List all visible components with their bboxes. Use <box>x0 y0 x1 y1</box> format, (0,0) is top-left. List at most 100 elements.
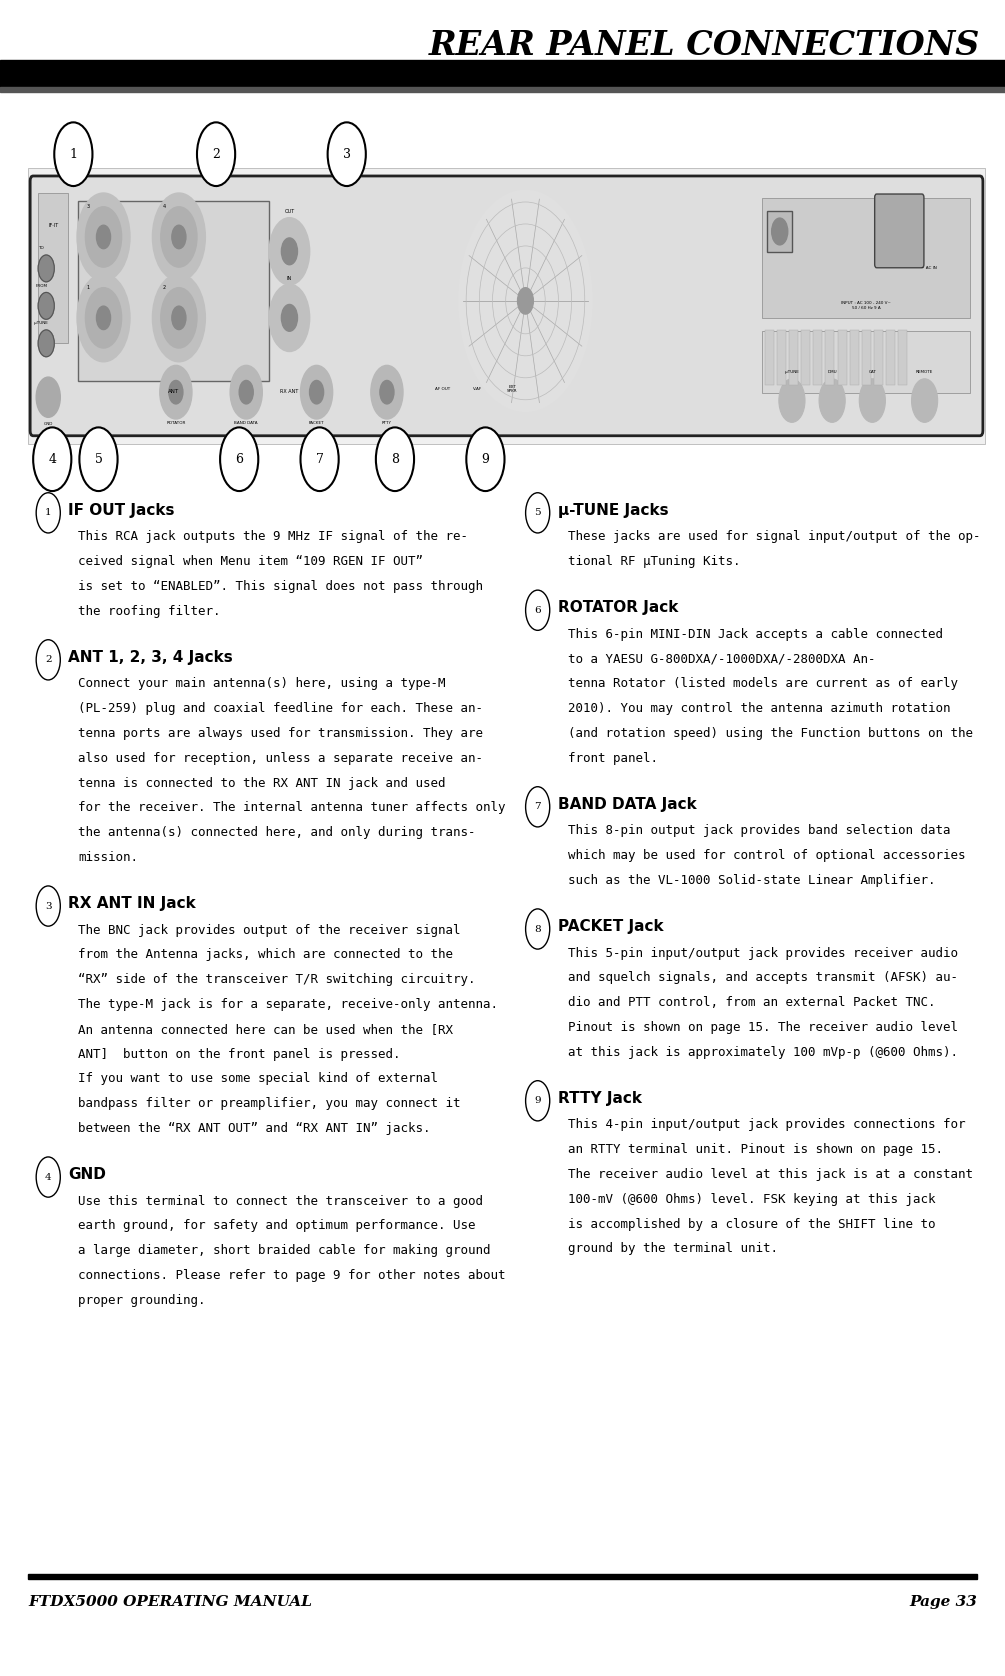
Circle shape <box>38 255 54 282</box>
Circle shape <box>160 365 192 419</box>
Text: BAND DATA: BAND DATA <box>234 421 258 424</box>
Text: TO: TO <box>38 246 44 250</box>
Text: If you want to use some special kind of external: If you want to use some special kind of … <box>78 1073 438 1086</box>
Text: 2010). You may control the antenna azimuth rotation: 2010). You may control the antenna azimu… <box>568 702 951 716</box>
Text: front panel.: front panel. <box>568 753 658 764</box>
Bar <box>28 168 985 444</box>
Circle shape <box>230 365 262 419</box>
Bar <box>765 330 774 385</box>
Bar <box>0 60 1005 87</box>
Text: 3: 3 <box>86 204 90 210</box>
Text: ANT: ANT <box>168 389 180 394</box>
Text: ANT]  button on the front panel is pressed.: ANT] button on the front panel is presse… <box>78 1048 401 1061</box>
Circle shape <box>269 218 310 285</box>
Text: the antenna(s) connected here, and only during trans-: the antenna(s) connected here, and only … <box>78 826 476 840</box>
Bar <box>762 330 971 394</box>
Text: This 5-pin input/output jack provides receiver audio: This 5-pin input/output jack provides re… <box>568 947 958 960</box>
Text: tenna is connected to the RX ANT IN jack and used: tenna is connected to the RX ANT IN jack… <box>78 776 446 789</box>
Text: for the receiver. The internal antenna tuner affects only: for the receiver. The internal antenna t… <box>78 801 506 815</box>
Text: 2: 2 <box>212 147 220 161</box>
Text: GND: GND <box>68 1166 107 1182</box>
Circle shape <box>912 379 938 422</box>
Text: the roofing filter.: the roofing filter. <box>78 605 221 618</box>
Text: bandpass filter or preamplifier, you may connect it: bandpass filter or preamplifier, you may… <box>78 1098 461 1110</box>
Text: PACKET Jack: PACKET Jack <box>558 918 663 934</box>
Circle shape <box>859 379 885 422</box>
Text: This RCA jack outputs the 9 MHz IF signal of the re-: This RCA jack outputs the 9 MHz IF signa… <box>78 531 468 543</box>
Text: is accomplished by a closure of the SHIFT line to: is accomplished by a closure of the SHIF… <box>568 1217 936 1230</box>
Circle shape <box>36 1156 60 1197</box>
Circle shape <box>239 380 253 404</box>
Text: 5: 5 <box>94 453 103 466</box>
Text: μ-TUNE Jacks: μ-TUNE Jacks <box>558 503 668 518</box>
Circle shape <box>197 122 235 186</box>
Bar <box>777 330 786 385</box>
Bar <box>762 198 971 318</box>
Circle shape <box>172 225 186 248</box>
Circle shape <box>153 193 205 280</box>
Text: also used for reception, unless a separate receive an-: also used for reception, unless a separa… <box>78 753 483 764</box>
Circle shape <box>33 427 71 491</box>
Text: ANT 1, 2, 3, 4 Jacks: ANT 1, 2, 3, 4 Jacks <box>68 650 233 665</box>
Text: ground by the terminal unit.: ground by the terminal unit. <box>568 1242 778 1255</box>
Circle shape <box>526 590 550 630</box>
Circle shape <box>36 640 60 680</box>
Text: EXT
SPKR: EXT SPKR <box>508 384 518 394</box>
Circle shape <box>328 122 366 186</box>
Circle shape <box>77 275 130 362</box>
Text: earth ground, for safety and optimum performance. Use: earth ground, for safety and optimum per… <box>78 1220 476 1232</box>
Circle shape <box>269 285 310 352</box>
Text: V-AF: V-AF <box>472 387 482 391</box>
Text: which may be used for control of optional accessories: which may be used for control of optiona… <box>568 850 966 861</box>
Circle shape <box>518 288 534 313</box>
Circle shape <box>169 380 183 404</box>
Text: RTTY: RTTY <box>382 421 392 424</box>
Circle shape <box>38 293 54 318</box>
Circle shape <box>779 379 805 422</box>
Text: tional RF μTuning Kits.: tional RF μTuning Kits. <box>568 555 741 568</box>
Bar <box>813 330 822 385</box>
Circle shape <box>526 493 550 533</box>
Text: 100-mV (@600 Ohms) level. FSK keying at this jack: 100-mV (@600 Ohms) level. FSK keying at … <box>568 1193 936 1205</box>
Text: 4: 4 <box>48 453 56 466</box>
Text: 3: 3 <box>343 147 351 161</box>
Text: from the Antenna jacks, which are connected to the: from the Antenna jacks, which are connec… <box>78 949 453 962</box>
Circle shape <box>161 288 197 349</box>
Text: connections. Please refer to page 9 for other notes about: connections. Please refer to page 9 for … <box>78 1269 506 1282</box>
Text: An antenna connected here can be used when the [RX: An antenna connected here can be used wh… <box>78 1022 453 1036</box>
Text: an RTTY terminal unit. Pinout is shown on page 15.: an RTTY terminal unit. Pinout is shown o… <box>568 1143 943 1156</box>
Bar <box>0 87 1005 92</box>
Text: 4: 4 <box>45 1173 51 1182</box>
Bar <box>837 330 846 385</box>
Bar <box>78 201 269 380</box>
Text: The receiver audio level at this jack is at a constant: The receiver audio level at this jack is… <box>568 1168 973 1182</box>
FancyBboxPatch shape <box>874 194 924 268</box>
Circle shape <box>54 122 92 186</box>
Text: between the “RX ANT OUT” and “RX ANT IN” jacks.: between the “RX ANT OUT” and “RX ANT IN”… <box>78 1123 431 1135</box>
Text: Connect your main antenna(s) here, using a type-M: Connect your main antenna(s) here, using… <box>78 677 446 691</box>
Circle shape <box>96 225 111 248</box>
Text: FTDX5000 OPERATING MANUAL: FTDX5000 OPERATING MANUAL <box>28 1596 313 1609</box>
Text: 7: 7 <box>535 803 541 811</box>
Bar <box>38 193 68 344</box>
Text: OUT: OUT <box>284 210 294 215</box>
Text: at this jack is approximately 100 mVp-p (@600 Ohms).: at this jack is approximately 100 mVp-p … <box>568 1046 958 1059</box>
Text: (and rotation speed) using the Function buttons on the: (and rotation speed) using the Function … <box>568 727 973 741</box>
Bar <box>767 211 792 253</box>
Circle shape <box>459 191 591 411</box>
Text: 9: 9 <box>481 453 489 466</box>
Circle shape <box>36 493 60 533</box>
Text: The type-M jack is for a separate, receive-only antenna.: The type-M jack is for a separate, recei… <box>78 999 498 1011</box>
Text: The BNC jack provides output of the receiver signal: The BNC jack provides output of the rece… <box>78 923 461 937</box>
Bar <box>873 330 882 385</box>
Text: PACKET: PACKET <box>309 421 325 424</box>
Text: 8: 8 <box>535 925 541 934</box>
Text: BAND DATA Jack: BAND DATA Jack <box>558 796 696 811</box>
Text: tenna ports are always used for transmission. They are: tenna ports are always used for transmis… <box>78 727 483 741</box>
Circle shape <box>85 206 122 266</box>
FancyBboxPatch shape <box>30 176 983 436</box>
Circle shape <box>153 275 205 362</box>
Text: 9: 9 <box>535 1096 541 1104</box>
Bar <box>849 330 858 385</box>
Text: Pinout is shown on page 15. The receiver audio level: Pinout is shown on page 15. The receiver… <box>568 1021 958 1034</box>
